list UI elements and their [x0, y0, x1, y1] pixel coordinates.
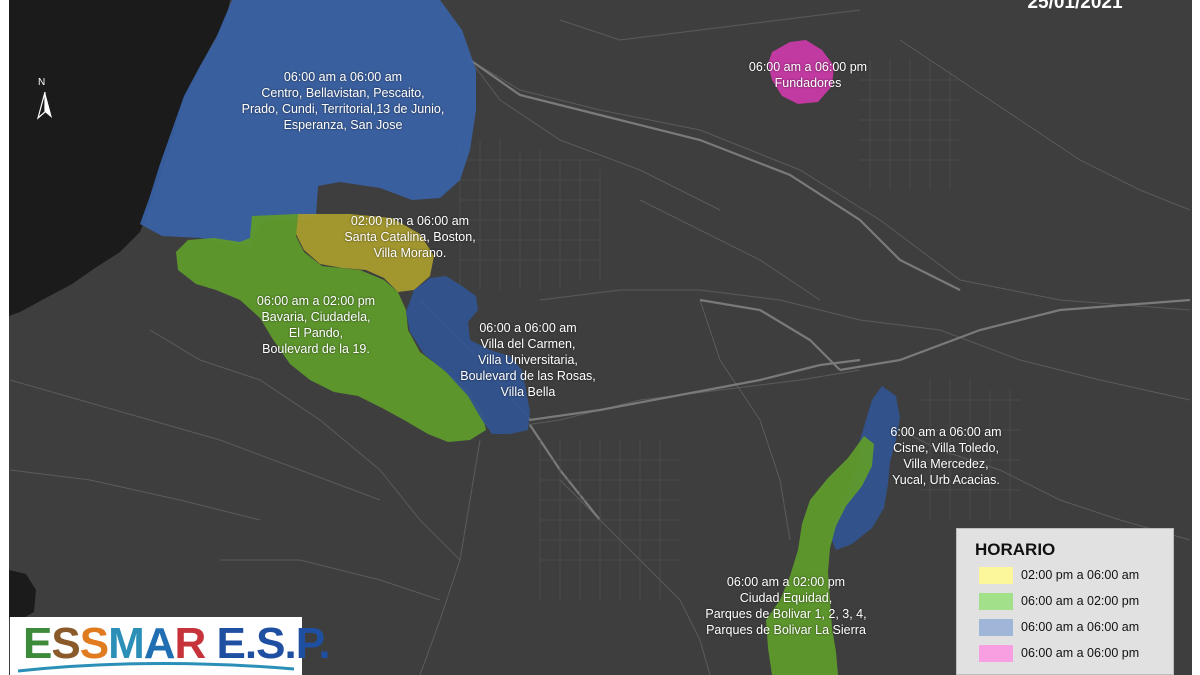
legend-swatch-blue [979, 619, 1013, 636]
zone-fundadores-label: 06:00 am a 06:00 pm Fundadores [726, 59, 890, 91]
zone-ciudad-equidad-schedule: 06:00 am a 02:00 pm [726, 575, 846, 589]
zone-centro-label: 06:00 am a 06:00 am Centro, Bellavistan,… [213, 69, 473, 133]
zone-santa-catalina-schedule: 02:00 pm a 06:00 am [350, 214, 470, 228]
logo-letter: A [143, 619, 176, 668]
zone-bavaria-line-1: Bavaria, Ciudadela, [261, 310, 371, 324]
logo-letter: E [23, 619, 52, 668]
zone-cisne-line-1: Cisne, Villa Toledo, [893, 441, 999, 455]
zone-cisne-line-2: Villa Mercedez, [903, 457, 989, 471]
legend-item-label: 06:00 am a 06:00 pm [1021, 646, 1140, 660]
bay-inlet [108, 0, 150, 30]
zone-centro-line-2: Prado, Cundi, Territorial,13 de Junio, [241, 102, 445, 116]
zone-cisne-label: 6:00 am a 06:00 am Cisne, Villa Toledo, … [876, 424, 1016, 488]
zone-villa-del-carmen-area [406, 276, 530, 434]
zone-bavaria-area [176, 214, 486, 442]
zone-bavaria-schedule: 06:00 am a 02:00 pm [256, 294, 376, 308]
zone-bavaria-label: 06:00 am a 02:00 pm Bavaria, Ciudadela, … [236, 293, 396, 357]
zone-cisne-line-3: Yucal, Urb Acacias. [892, 473, 1000, 487]
legend-swatch-yellow [979, 567, 1013, 584]
logo-letter: M [108, 619, 145, 668]
essmar-logo: ESSMAR E.S.P. [10, 617, 331, 675]
zone-villa-del-carmen-line-3: Boulevard de las Rosas, [460, 369, 596, 383]
zone-fundadores-area [768, 40, 834, 104]
logo-letter: P [295, 619, 320, 668]
zone-santa-catalina-line-2: Villa Morano. [373, 246, 447, 260]
legend-swatch-green [979, 593, 1013, 610]
zone-bavaria-line-2: El Pando, [288, 326, 344, 340]
schedule-legend: HORARIO 02:00 pm a 06:00 am 06:00 am a 0… [956, 528, 1174, 675]
sea-area [9, 0, 230, 316]
zone-santa-catalina-line-1: Santa Catalina, Boston, [344, 230, 476, 244]
sea-area-bottom [9, 570, 36, 620]
zone-ciudad-equidad-line-1: Ciudad Equidad, [739, 591, 833, 605]
legend-item-label: 06:00 am a 06:00 am [1021, 620, 1140, 634]
legend-swatch-pink [979, 645, 1013, 662]
logo-letter: . [284, 619, 296, 668]
zone-centro-area [140, 0, 476, 246]
zone-ciudad-equidad-line-3: Parques de Bolivar La Sierra [706, 623, 866, 637]
zone-villa-del-carmen-line-2: Villa Universitaria, [478, 353, 578, 367]
zone-villa-del-carmen-line-4: Villa Bella [500, 385, 556, 399]
legend-item-label: 02:00 pm a 06:00 am [1021, 568, 1140, 582]
logo-letter: . [244, 619, 257, 668]
zone-villa-del-carmen-schedule: 06:00 a 06:00 am [479, 321, 577, 335]
legend-item-label: 06:00 am a 02:00 pm [1021, 594, 1140, 608]
logo-swoosh-icon [17, 661, 295, 673]
logo-letter: . [318, 619, 330, 668]
zone-santa-catalina-label: 02:00 pm a 06:00 am Santa Catalina, Bost… [325, 213, 495, 261]
logo-letter: S [51, 619, 80, 668]
logo-letter: R [174, 619, 207, 668]
zone-cisne-schedule: 6:00 am a 06:00 am [890, 425, 1002, 439]
zone-santa-catalina-area [296, 214, 434, 292]
north-label: N [38, 77, 46, 88]
logo-letter: S [79, 619, 109, 668]
logo-letter: S [256, 619, 285, 668]
zone-bavaria-line-3: Boulevard de la 19. [262, 342, 370, 356]
zone-ciudad-equidad-line-2: Parques de Bolivar 1, 2, 3, 4, [705, 607, 867, 621]
zone-centro-line-1: Centro, Bellavistan, Pescaito, [261, 86, 425, 100]
zone-centro-line-3: Esperanza, San Jose [283, 118, 403, 132]
map-date: 25/01/2021 [1027, 0, 1123, 13]
logo-text: ESSMAR E.S.P. [23, 619, 331, 669]
zone-ciudad-equidad-label: 06:00 am a 02:00 pm Ciudad Equidad, Parq… [680, 574, 892, 638]
legend-title: HORARIO [975, 540, 1056, 559]
street-grid [459, 60, 1020, 600]
logo-letter: E [216, 619, 246, 668]
zone-fundadores-line-1: Fundadores [774, 76, 842, 90]
zone-villa-del-carmen-label: 06:00 a 06:00 am Villa del Carmen, Villa… [447, 320, 609, 400]
zone-ciudad-equidad-area [766, 436, 874, 675]
zone-fundadores-schedule: 06:00 am a 06:00 pm [748, 60, 868, 74]
zone-villa-del-carmen-line-1: Villa del Carmen, [480, 337, 576, 351]
zone-centro-schedule: 06:00 am a 06:00 am [283, 70, 403, 84]
north-arrow-icon [36, 91, 52, 120]
